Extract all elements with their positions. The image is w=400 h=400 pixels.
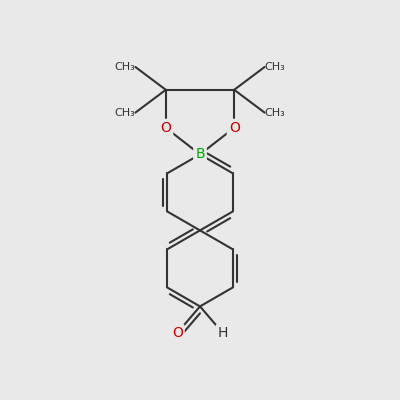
Text: CH₃: CH₃ — [265, 62, 285, 72]
Text: H: H — [218, 326, 228, 340]
Text: CH₃: CH₃ — [115, 108, 135, 118]
Text: B: B — [195, 148, 205, 161]
Text: CH₃: CH₃ — [115, 62, 135, 72]
Text: O: O — [160, 121, 171, 135]
Text: O: O — [172, 326, 183, 340]
Text: O: O — [229, 121, 240, 135]
Text: CH₃: CH₃ — [265, 108, 285, 118]
